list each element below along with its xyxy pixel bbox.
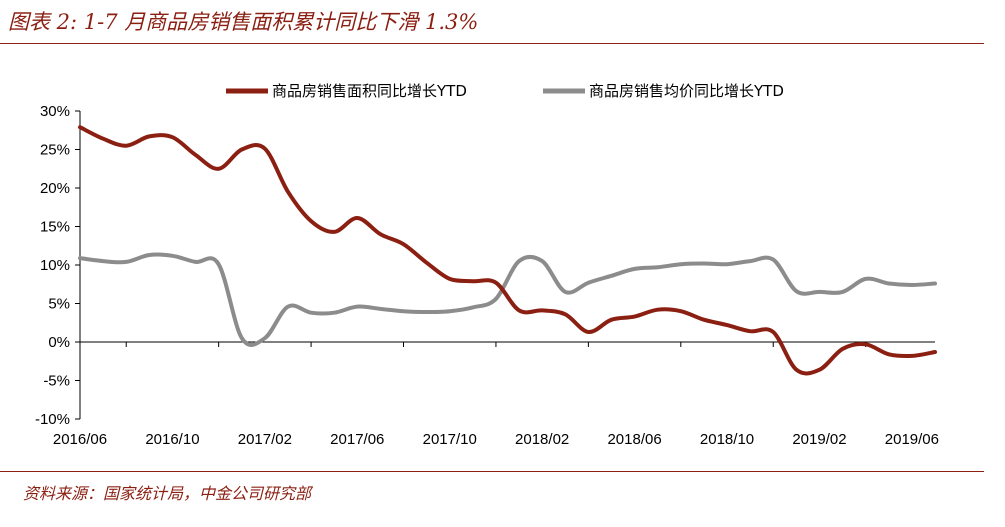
y-tick-label: 5%	[48, 296, 70, 313]
series-line-sales-area	[78, 125, 937, 376]
x-tick-label: 2018/02	[515, 431, 569, 448]
x-tick-label: 2019/02	[792, 431, 846, 448]
series-layer	[78, 125, 937, 376]
axes: -10% -5% 0% 5% 10% 15% 20% 25% 30% 2016/06 2016/10…	[35, 103, 939, 448]
y-tick-label: 10%	[40, 257, 70, 274]
y-tick-label: -10%	[35, 411, 70, 428]
legend-label-sales-area: 商品房销售面积同比增长YTD	[272, 82, 467, 100]
x-tick-label: 2017/06	[330, 431, 384, 448]
x-tick-label: 2018/10	[700, 431, 754, 448]
source-note: 资料来源：国家统计局，中金公司研究部	[23, 484, 312, 503]
footer-rule	[0, 471, 984, 472]
title-rule	[0, 43, 984, 44]
x-tick-label: 2017/10	[423, 431, 477, 448]
series-line-avg-price	[78, 252, 937, 347]
x-tick-label: 2017/02	[238, 431, 292, 448]
y-tick-label: 0%	[48, 334, 70, 351]
y-tick-label: 30%	[40, 103, 70, 120]
legend: 商品房销售面积同比增长YTD 商品房销售均价同比增长YTD	[226, 82, 784, 100]
legend-label-avg-price: 商品房销售均价同比增长YTD	[589, 82, 784, 100]
x-tick-label: 2016/06	[53, 431, 107, 448]
y-tick-label: 15%	[40, 219, 70, 236]
y-tick-label: -5%	[43, 373, 70, 390]
y-tick-label: 25%	[40, 142, 70, 159]
figure-title: 图表 2: 1-7 月商品房销售面积累计同比下滑 1.3%	[8, 10, 479, 34]
x-tick-label: 2018/06	[607, 431, 661, 448]
y-tick-label: 20%	[40, 180, 70, 197]
x-tick-label: 2016/10	[145, 431, 199, 448]
x-tick-label: 2019/06	[885, 431, 939, 448]
